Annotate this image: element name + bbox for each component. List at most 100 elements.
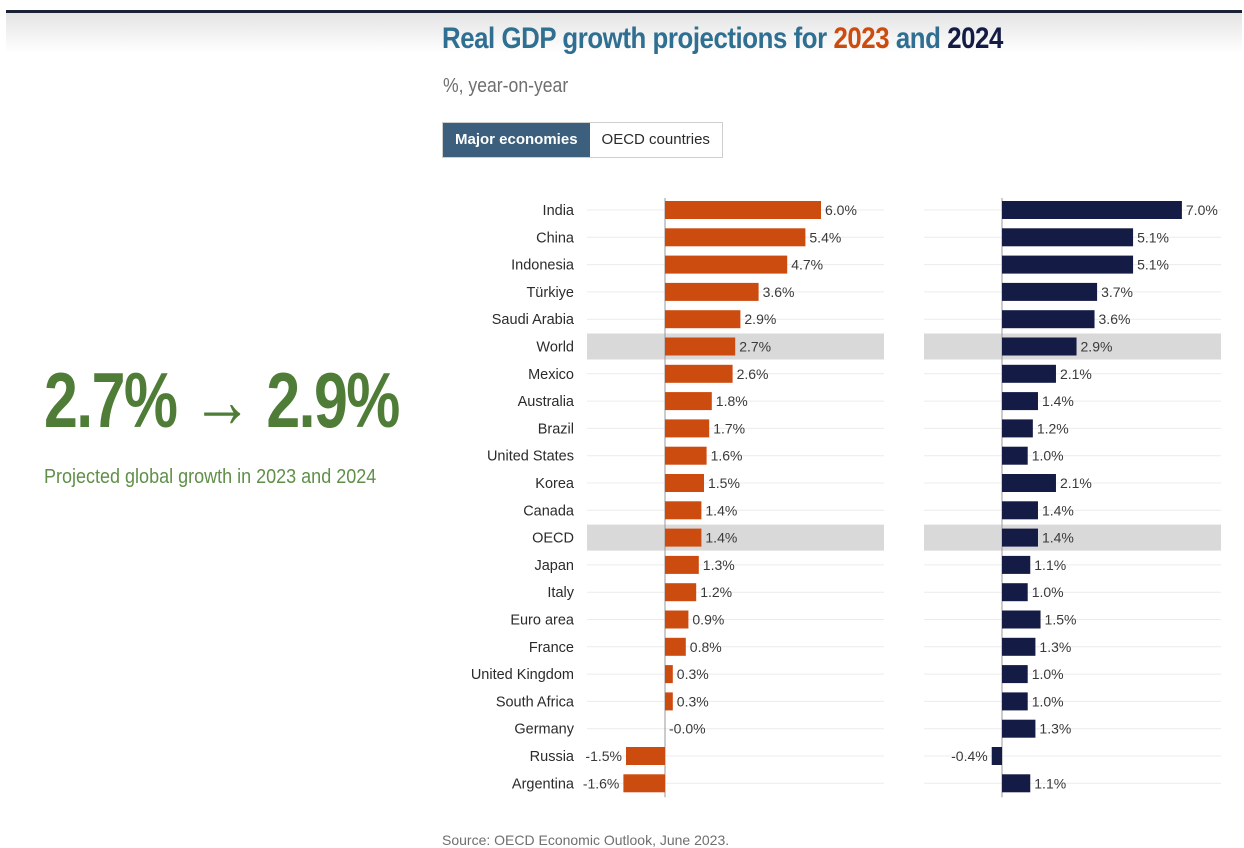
global-growth-value: 2.7% → 2.9% (44, 356, 400, 444)
bar-2024-argentina (1002, 774, 1031, 793)
category-label-argentina: Argentina (512, 776, 575, 792)
category-label-oecd: OECD (532, 531, 574, 547)
bar-2024-mexico (1002, 364, 1056, 383)
bar-2023-russia (626, 747, 665, 765)
bar-2024-canada (1002, 501, 1038, 520)
data-label-2023-argentina: -1.6% (583, 775, 620, 791)
data-label-2023-turkiye: 3.6% (763, 284, 795, 300)
category-label-korea: Korea (535, 476, 575, 492)
data-label-2023-world: 2.7% (739, 339, 771, 355)
bar-2023-south-africa (665, 692, 673, 711)
bar-2023-india (665, 201, 821, 219)
data-label-2024-india: 7.0% (1186, 202, 1218, 218)
category-label-united-states: United States (487, 449, 574, 465)
data-label-2024-france: 1.3% (1039, 639, 1071, 655)
highlight-band-oecd-2024 (924, 524, 1221, 551)
data-label-2024-china: 5.1% (1137, 229, 1169, 245)
bar-2024-korea (1002, 474, 1056, 492)
bar-2024-germany (1002, 719, 1036, 738)
data-label-2023-euro-area: 0.9% (692, 612, 724, 628)
data-label-2023-korea: 1.5% (708, 475, 740, 491)
category-label-china: China (536, 230, 575, 246)
bar-2024-japan (1002, 555, 1031, 574)
category-label-france: France (529, 640, 574, 656)
bar-2024-australia (1002, 392, 1038, 411)
data-label-2024-south-africa: 1.0% (1032, 693, 1064, 709)
category-label-india: India (543, 203, 575, 219)
bar-2023-korea (665, 474, 704, 492)
data-label-2024-argentina: 1.1% (1034, 775, 1066, 791)
bar-2023-turkiye (665, 282, 759, 301)
data-label-2024-italy: 1.0% (1032, 584, 1064, 600)
data-label-2024-euro-area: 1.5% (1045, 612, 1077, 628)
category-label-italy: Italy (547, 585, 574, 601)
bar-2024-brazil (1002, 419, 1033, 438)
bar-2023-china (665, 228, 806, 247)
bar-2023-euro-area (665, 610, 689, 629)
data-label-2024-mexico: 2.1% (1060, 366, 1092, 382)
data-label-2024-united-kingdom: 1.0% (1032, 666, 1064, 682)
data-label-2024-brazil: 1.2% (1037, 420, 1069, 436)
data-label-2023-indonesia: 4.7% (791, 257, 823, 273)
category-label-australia: Australia (518, 394, 575, 410)
data-label-2024-world: 2.9% (1081, 339, 1113, 355)
bar-2023-france (665, 637, 686, 656)
bar-2024-oecd (1002, 528, 1038, 547)
title-prefix: Real GDP growth projections for (442, 22, 834, 55)
view-tabs: Major economies OECD countries (442, 122, 723, 158)
data-label-2023-germany: -0.0% (669, 721, 706, 737)
bar-2024-united-kingdom (1002, 665, 1028, 684)
category-label-south-africa: South Africa (496, 694, 575, 710)
global-growth-caption: Projected global growth in 2023 and 2024 (44, 466, 377, 488)
data-label-2024-australia: 1.4% (1042, 393, 1074, 409)
highlight-band-world-2023 (587, 333, 884, 360)
title-year-2024: 2024 (947, 22, 1003, 55)
data-label-2023-russia: -1.5% (585, 748, 622, 764)
bar-2024-france (1002, 637, 1036, 656)
chart-title: Real GDP growth projections for 2023 and… (442, 22, 1003, 56)
data-label-2023-united-kingdom: 0.3% (677, 666, 709, 682)
data-label-2024-japan: 1.1% (1034, 557, 1066, 573)
data-label-2023-mexico: 2.6% (737, 366, 769, 382)
bar-2023-world (665, 337, 736, 356)
category-label-indonesia: Indonesia (511, 258, 575, 274)
top-border (6, 10, 1242, 13)
bar-2023-italy (665, 583, 697, 602)
category-label-mexico: Mexico (528, 367, 574, 383)
data-label-2023-south-africa: 0.3% (677, 693, 709, 709)
data-label-2023-oecd: 1.4% (705, 530, 737, 546)
bar-2024-indonesia (1002, 255, 1134, 274)
data-label-2023-brazil: 1.7% (713, 420, 745, 436)
bar-2024-turkiye (1002, 282, 1098, 301)
data-label-2023-china: 5.4% (809, 229, 841, 245)
bar-2024-russia (991, 747, 1002, 765)
highlight-band-oecd-2023 (587, 524, 884, 551)
category-label-brazil: Brazil (538, 421, 574, 437)
data-label-2024-united-states: 1.0% (1032, 448, 1064, 464)
data-label-2024-indonesia: 5.1% (1137, 257, 1169, 273)
category-label-japan: Japan (534, 558, 574, 574)
bar-2024-euro-area (1002, 610, 1041, 629)
data-label-2023-saudi-arabia: 2.9% (744, 311, 776, 327)
chart-subtitle: %, year-on-year (443, 75, 569, 97)
data-label-2023-japan: 1.3% (703, 557, 735, 573)
bar-2023-oecd (665, 528, 702, 547)
category-label-united-kingdom: United Kingdom (471, 667, 574, 683)
tab-oecd-countries[interactable]: OECD countries (589, 123, 722, 157)
data-label-2024-korea: 2.1% (1060, 475, 1092, 491)
category-label-canada: Canada (523, 503, 575, 519)
bar-2024-united-states (1002, 446, 1028, 465)
data-label-2023-canada: 1.4% (705, 502, 737, 518)
category-label-turkiye: Türkiye (526, 285, 574, 301)
tab-major-economies[interactable]: Major economies (443, 123, 590, 157)
title-year-2023: 2023 (833, 22, 890, 55)
header-shade (6, 13, 1242, 53)
bar-2023-mexico (665, 364, 733, 383)
bar-2024-saudi-arabia (1002, 310, 1095, 329)
bar-2023-indonesia (665, 255, 788, 274)
title-mid: and (889, 22, 948, 55)
data-label-2023-australia: 1.8% (716, 393, 748, 409)
bar-2023-australia (665, 392, 712, 411)
bar-2023-united-states (665, 446, 707, 465)
